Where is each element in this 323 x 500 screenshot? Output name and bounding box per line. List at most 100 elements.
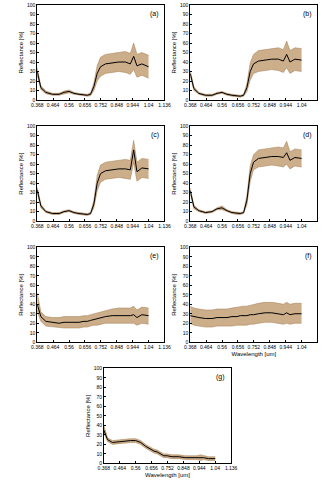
svg-text:0.464: 0.464	[47, 102, 60, 108]
svg-text:30: 30	[30, 189, 36, 195]
svg-text:1.136: 1.136	[225, 465, 238, 471]
svg-text:60: 60	[30, 40, 36, 46]
svg-text:90: 90	[183, 132, 189, 138]
svg-text:40: 40	[30, 59, 36, 65]
svg-text:60: 60	[30, 161, 36, 167]
svg-text:(g): (g)	[216, 373, 225, 381]
svg-text:0.368: 0.368	[184, 102, 197, 108]
svg-text:80: 80	[183, 21, 189, 27]
svg-text:0.464: 0.464	[47, 223, 60, 229]
svg-text:(e): (e)	[150, 252, 159, 260]
svg-text:100: 100	[180, 244, 189, 250]
svg-text:0.464: 0.464	[47, 344, 60, 350]
svg-text:90: 90	[30, 11, 36, 17]
svg-text:40: 40	[183, 59, 189, 65]
svg-text:60: 60	[183, 161, 189, 167]
svg-text:0: 0	[33, 97, 36, 103]
svg-text:50: 50	[96, 413, 102, 419]
svg-text:Reflectance [%]: Reflectance [%]	[171, 152, 177, 194]
svg-text:10: 10	[96, 451, 102, 457]
svg-text:70: 70	[183, 30, 189, 36]
svg-text:0.752: 0.752	[248, 223, 261, 229]
svg-text:0.944: 0.944	[279, 102, 292, 108]
svg-text:50: 50	[183, 49, 189, 55]
svg-text:0.56: 0.56	[217, 223, 227, 229]
svg-text:Reflectance [%]: Reflectance [%]	[171, 31, 177, 73]
svg-text:70: 70	[183, 151, 189, 157]
svg-text:0.368: 0.368	[184, 223, 197, 229]
svg-text:80: 80	[30, 21, 36, 27]
svg-text:30: 30	[30, 311, 36, 317]
svg-text:1.04: 1.04	[144, 102, 154, 108]
svg-text:0.656: 0.656	[79, 102, 92, 108]
svg-text:0.944: 0.944	[126, 223, 139, 229]
svg-text:80: 80	[30, 142, 36, 148]
svg-text:0.56: 0.56	[217, 102, 227, 108]
svg-text:0: 0	[186, 97, 189, 103]
svg-text:20: 20	[30, 78, 36, 84]
svg-text:1.04: 1.04	[297, 102, 307, 108]
svg-text:60: 60	[183, 40, 189, 46]
svg-text:0.944: 0.944	[193, 465, 206, 471]
svg-text:30: 30	[96, 432, 102, 438]
svg-text:Reflectance [%]: Reflectance [%]	[18, 31, 24, 73]
svg-text:50: 50	[183, 170, 189, 176]
svg-text:100: 100	[27, 123, 36, 129]
svg-text:40: 40	[96, 422, 102, 428]
svg-text:10: 10	[183, 208, 189, 214]
svg-text:0.752: 0.752	[248, 102, 261, 108]
svg-text:20: 20	[30, 199, 36, 205]
svg-text:0.368: 0.368	[184, 344, 197, 350]
svg-text:0.944: 0.944	[279, 223, 292, 229]
svg-text:20: 20	[183, 320, 189, 326]
svg-text:1.136: 1.136	[158, 223, 171, 229]
svg-text:100: 100	[94, 365, 103, 371]
svg-text:0.464: 0.464	[200, 102, 213, 108]
svg-text:0.944: 0.944	[126, 102, 139, 108]
svg-text:Reflectance [%]: Reflectance [%]	[85, 395, 91, 437]
svg-text:Reflectance [%]: Reflectance [%]	[171, 273, 177, 315]
svg-text:10: 10	[183, 330, 189, 336]
svg-text:40: 40	[30, 301, 36, 307]
svg-text:0: 0	[33, 339, 36, 345]
svg-text:30: 30	[30, 68, 36, 74]
svg-text:80: 80	[183, 263, 189, 269]
svg-text:1.04: 1.04	[297, 223, 307, 229]
svg-text:0.368: 0.368	[31, 344, 44, 350]
svg-text:10: 10	[30, 208, 36, 214]
svg-text:40: 40	[183, 301, 189, 307]
svg-text:90: 90	[30, 132, 36, 138]
svg-text:0.368: 0.368	[31, 223, 44, 229]
svg-text:10: 10	[30, 87, 36, 93]
svg-text:0: 0	[33, 218, 36, 224]
svg-text:(a): (a)	[150, 10, 159, 18]
svg-text:60: 60	[183, 282, 189, 288]
svg-text:Wavelength [um]: Wavelength [um]	[231, 351, 276, 357]
svg-text:0.464: 0.464	[114, 465, 127, 471]
svg-text:0.944: 0.944	[279, 344, 292, 350]
svg-text:0.752: 0.752	[95, 344, 108, 350]
svg-text:90: 90	[183, 11, 189, 17]
svg-text:0.368: 0.368	[31, 102, 44, 108]
svg-text:1.04: 1.04	[144, 344, 154, 350]
svg-text:Reflectance [%]: Reflectance [%]	[18, 273, 24, 315]
svg-text:0: 0	[186, 339, 189, 345]
svg-text:10: 10	[183, 87, 189, 93]
svg-text:0.752: 0.752	[248, 344, 261, 350]
svg-text:50: 50	[30, 49, 36, 55]
svg-text:20: 20	[96, 441, 102, 447]
svg-text:0.656: 0.656	[79, 344, 92, 350]
svg-text:1.136: 1.136	[158, 102, 171, 108]
svg-text:0.848: 0.848	[110, 102, 123, 108]
svg-text:60: 60	[30, 282, 36, 288]
svg-text:0.752: 0.752	[95, 102, 108, 108]
svg-text:0.464: 0.464	[200, 223, 213, 229]
svg-text:90: 90	[30, 254, 36, 260]
svg-text:100: 100	[27, 2, 36, 8]
svg-text:50: 50	[30, 170, 36, 176]
svg-text:20: 20	[183, 78, 189, 84]
svg-text:80: 80	[30, 263, 36, 269]
svg-text:0.56: 0.56	[64, 344, 74, 350]
svg-text:(b): (b)	[303, 10, 312, 18]
svg-text:1.136: 1.136	[158, 344, 171, 350]
